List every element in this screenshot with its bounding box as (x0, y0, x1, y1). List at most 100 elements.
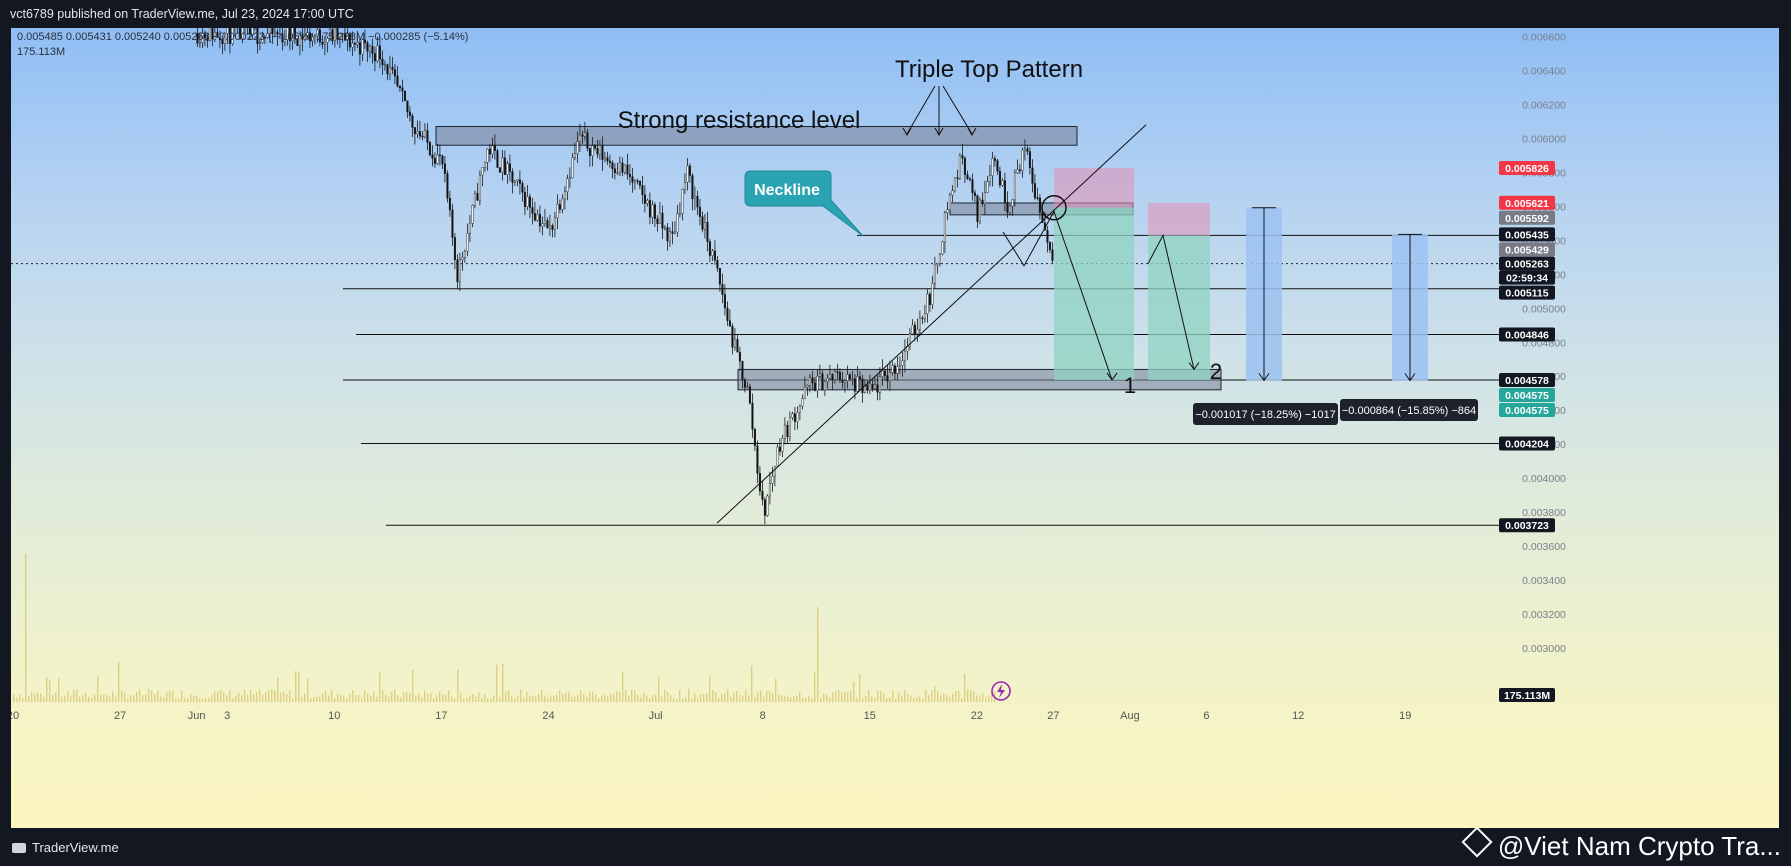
candle (983, 192, 986, 204)
candle (313, 35, 317, 38)
volume-bar (283, 691, 285, 702)
candle (821, 373, 824, 391)
volume-bar (181, 690, 183, 702)
volume-bar (943, 693, 945, 702)
volume-bar (301, 697, 303, 702)
candle (258, 42, 262, 44)
volume-bar (790, 697, 792, 702)
volume-bar (124, 692, 126, 702)
volume-bar (343, 695, 345, 702)
candle (506, 163, 509, 175)
volume-bar (976, 695, 978, 702)
volume-bar (781, 695, 783, 702)
brand[interactable]: TraderView.me (12, 840, 119, 855)
volume-bar (946, 694, 948, 702)
candle (1038, 197, 1041, 213)
candle (811, 377, 814, 384)
candle (391, 67, 394, 70)
volume-bar (748, 695, 750, 702)
volume-bar (568, 691, 570, 702)
candle (1013, 172, 1016, 201)
volume-bar (754, 696, 756, 702)
volume-bar (118, 661, 120, 702)
candle (353, 43, 357, 45)
candle (978, 199, 981, 222)
volume-bar (736, 691, 738, 702)
watermark: @Viet Nam Crypto Tra... (1461, 826, 1781, 862)
volume-bar (979, 695, 981, 702)
chart-area[interactable]: Triple Top Pattern Strong resistance leve… (11, 28, 1779, 828)
volume-bar (496, 664, 498, 702)
volume-bar (358, 695, 360, 702)
candle (556, 204, 559, 218)
candle (773, 465, 776, 477)
volume-bar (766, 691, 768, 702)
candle (266, 33, 269, 38)
volume-bar (577, 694, 579, 702)
volume-bar (934, 685, 936, 702)
candle (596, 148, 599, 155)
candle (546, 220, 549, 229)
volume-bar (535, 696, 537, 702)
candle (256, 28, 259, 44)
x-tick-label: 17 (435, 710, 447, 722)
candle (733, 339, 736, 348)
candle (888, 372, 891, 382)
x-tick-label: 8 (760, 710, 766, 722)
chart-svg[interactable]: Triple Top Pattern Strong resistance leve… (11, 28, 1779, 828)
candle (348, 33, 352, 48)
volume-bar (310, 698, 312, 702)
candle (698, 206, 701, 217)
candle (381, 58, 384, 66)
volume-bar (553, 695, 555, 702)
candle (838, 372, 841, 381)
volume-bar (808, 695, 810, 702)
price-axis-label: 0.004204 (1505, 439, 1549, 451)
volume-bar (172, 690, 174, 702)
candle (958, 155, 961, 179)
volume-bar (295, 671, 297, 702)
candle (263, 37, 267, 39)
candle (851, 378, 854, 380)
y-tick-label: 0.006600 (1522, 31, 1566, 43)
candle (541, 223, 544, 227)
candle (323, 42, 327, 45)
candle (613, 168, 616, 173)
price-axis-label-bg (1499, 402, 1555, 417)
volume-bar (619, 691, 621, 702)
volume-bar (178, 698, 180, 702)
candle (293, 28, 297, 39)
volume-bar (721, 693, 723, 702)
candle (1001, 180, 1004, 186)
volume-bar (817, 607, 819, 702)
volume-bar (751, 665, 753, 702)
price-axis-label-bg (1499, 256, 1555, 271)
volume-bar (742, 695, 744, 702)
volume-bar (463, 698, 465, 702)
candle (408, 111, 412, 116)
volume-bar (868, 689, 870, 702)
volume-bar (916, 697, 918, 702)
candle (666, 227, 669, 242)
volume-bar (778, 694, 780, 702)
candle (343, 33, 347, 41)
candle (431, 154, 434, 159)
volume-bar (448, 690, 450, 702)
candle (856, 376, 859, 392)
candle (238, 28, 242, 40)
candle (646, 200, 649, 204)
volume-bar (130, 695, 132, 702)
price-axis-label-bg (1499, 436, 1555, 451)
candle (736, 339, 739, 353)
candle (493, 145, 497, 151)
candle (726, 307, 729, 321)
volume-bar (670, 695, 672, 702)
candle (373, 53, 377, 62)
volume-bar (208, 697, 210, 702)
candle (358, 42, 362, 55)
ohlc-legend: 0.005485 0.005431 0.005240 0.005263 −0.0… (17, 31, 468, 43)
candle (961, 155, 964, 159)
candle (896, 366, 899, 374)
volume-bar (883, 693, 885, 702)
volume-bar (61, 696, 63, 702)
